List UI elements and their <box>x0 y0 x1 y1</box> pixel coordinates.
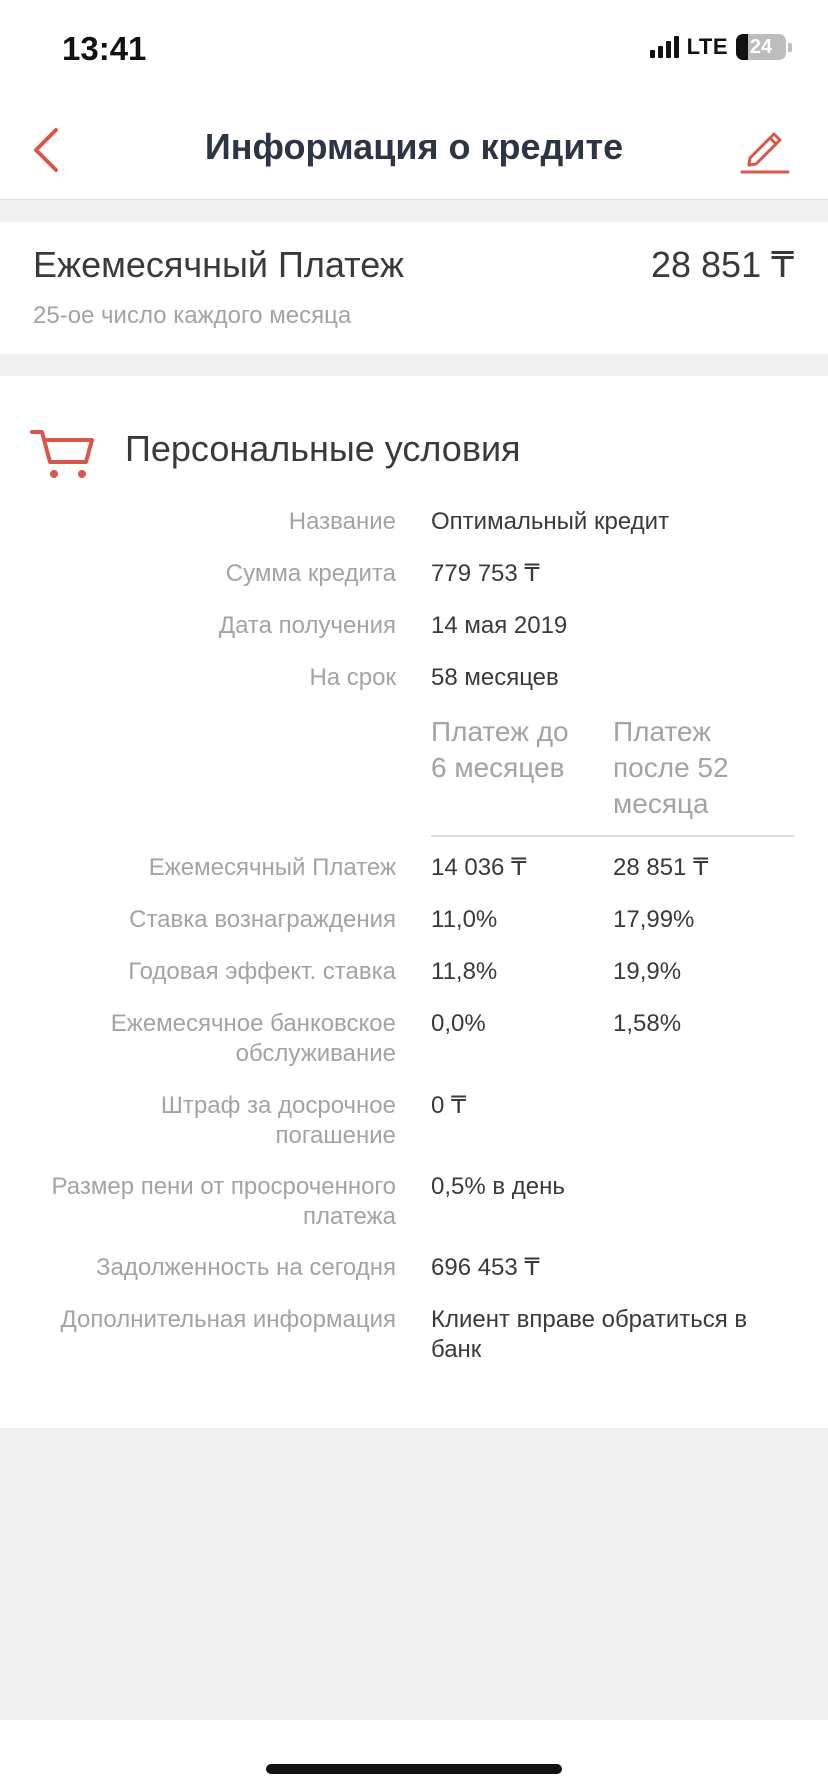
status-indicators: LTE 24 <box>649 34 792 60</box>
detail-value: Оптимальный кредит <box>431 508 670 535</box>
rate-value-first: 0,0% <box>431 1010 486 1037</box>
extra-value: Клиент вправе обратиться в банк <box>431 1306 748 1363</box>
section-title: Персональные условия <box>125 428 521 469</box>
rate-label: Ежемесячное банковское обслуживание <box>110 1010 396 1067</box>
rate-value-first: 11,0% <box>431 906 498 933</box>
rate-label: Ежемесячный Платеж <box>148 854 396 881</box>
back-button[interactable] <box>22 122 78 178</box>
status-time: 13:41 <box>62 30 147 67</box>
nav-bar: Информация о кредите <box>0 100 828 200</box>
extra-label: Задолженность на сегодня <box>95 1254 396 1281</box>
extra-value: 0 ₸ <box>431 1092 467 1119</box>
rate-value-second: 1,58% <box>613 1010 682 1037</box>
personal-conditions-card: Персональные условия Название Оптимальны… <box>0 376 828 1428</box>
pencil-icon <box>740 132 790 174</box>
network-type: LTE <box>686 34 728 59</box>
extra-value: 696 453 ₸ <box>431 1254 540 1281</box>
extra-label: Размер пени от просроченного платежа <box>51 1173 396 1230</box>
page-title: Информация о кредите <box>204 126 624 167</box>
detail-label: Дата получения <box>218 612 396 639</box>
detail-label: На срок <box>309 664 396 691</box>
home-indicator-area <box>0 1720 828 1792</box>
detail-label: Название <box>288 508 396 535</box>
detail-value: 14 мая 2019 <box>431 612 568 639</box>
rate-value-second: 28 851 ₸ <box>613 854 709 881</box>
extra-label: Дополнительная информация <box>60 1306 397 1333</box>
monthly-payment-label: Ежемесячный Платеж <box>33 244 404 285</box>
rate-value-first: 11,8% <box>431 958 498 985</box>
monthly-payment-amount: 28 851 ₸ <box>650 244 794 285</box>
home-indicator[interactable] <box>266 1764 562 1774</box>
battery-icon: 24 <box>736 34 786 60</box>
edit-button[interactable] <box>736 120 794 178</box>
status-bar: 13:41 LTE 24 <box>0 0 828 100</box>
payment-schedule: 25-ое число каждого месяца <box>33 302 352 329</box>
rate-label: Годовая эффект. ставка <box>128 958 396 985</box>
chevron-left-icon <box>34 128 58 172</box>
battery-tip <box>788 42 792 52</box>
column-header-first-period: Платеж до 6 месяцев <box>431 716 569 783</box>
rate-value-first: 14 036 ₸ <box>431 854 527 881</box>
rate-label: Ставка вознаграждения <box>129 906 396 933</box>
rate-value-second: 19,9% <box>613 958 682 985</box>
detail-value: 58 месяцев <box>431 664 559 691</box>
signal-icon <box>649 36 679 58</box>
rate-value-second: 17,99% <box>613 906 695 933</box>
detail-label: Сумма кредита <box>225 560 396 587</box>
extra-label: Штраф за досрочное погашение <box>160 1092 396 1149</box>
monthly-payment-card: Ежемесячный Платеж 28 851 ₸ 25-ое число … <box>0 222 828 354</box>
detail-value: 779 753 ₸ <box>431 560 540 587</box>
extra-value: 0,5% в день <box>431 1173 565 1200</box>
battery-level: 24 <box>749 36 773 58</box>
column-header-divider <box>431 835 794 837</box>
column-header-second-period: Платеж после 52 месяца <box>613 716 729 819</box>
cart-icon <box>30 430 94 478</box>
